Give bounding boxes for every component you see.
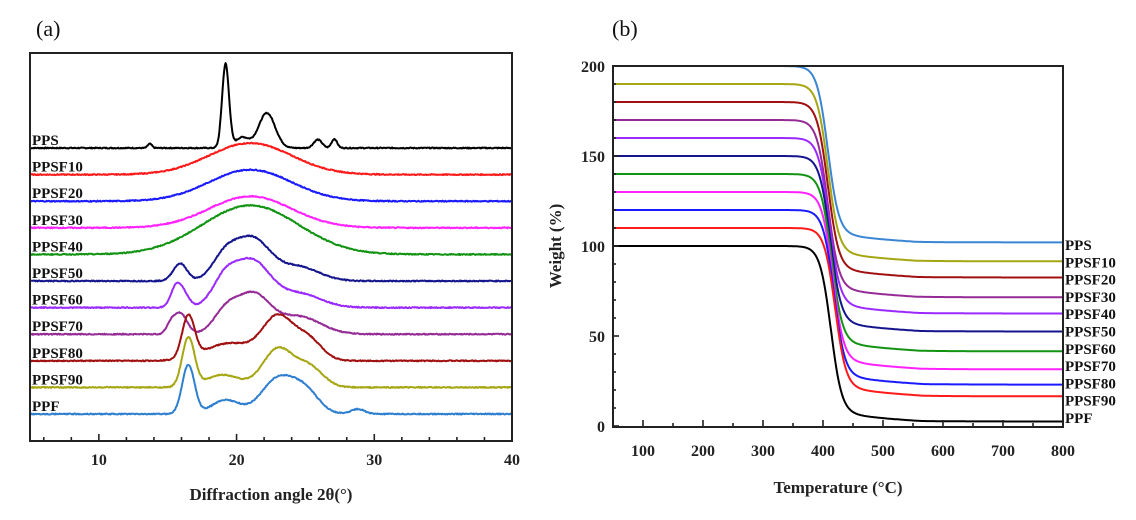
tga-label-ppsf10: PPSF10 <box>1065 255 1116 271</box>
xrd-curve-ppf <box>29 363 513 416</box>
tga-label-ppsf90: PPSF90 <box>1065 394 1116 410</box>
xrd-label-ppsf60: PPSF60 <box>32 293 83 309</box>
tga-y-axis-title: Weight (%) <box>546 204 565 289</box>
tga-curve-ppsf70 <box>613 191 1063 371</box>
tga-panel: (b) 100 200 300 400 500 600 700 800 0 50 100 150 200… <box>546 16 1116 497</box>
tga-x-tick-label: 500 <box>871 443 895 460</box>
tga-x-tick-label: 800 <box>1051 443 1075 460</box>
xrd-label-ppsf10: PPSF10 <box>32 160 83 176</box>
tga-y-tick-label: 50 <box>589 329 605 346</box>
tga-label-ppsf50: PPSF50 <box>1065 325 1116 341</box>
xrd-curve-ppsf90 <box>29 336 513 389</box>
tga-y-tick-label: 150 <box>581 149 605 166</box>
tga-label-pps: PPS <box>1065 238 1092 254</box>
xrd-label-ppsf70: PPSF70 <box>32 319 83 335</box>
tga-x-tick-label: 100 <box>631 443 655 460</box>
xrd-curve-ppsf10 <box>29 141 513 177</box>
xrd-curve-ppsf20 <box>29 168 513 203</box>
xrd-curves <box>29 62 513 416</box>
tga-ticks: 100 200 300 400 500 600 700 800 0 50 100 150 200 <box>581 59 1075 460</box>
tga-y-tick-label: 200 <box>581 59 605 76</box>
tga-y-tick-label: 100 <box>581 239 605 256</box>
tga-label-ppsf40: PPSF40 <box>1065 307 1116 323</box>
panel-a-label: (a) <box>36 16 60 41</box>
xrd-curve-ppsf80 <box>29 313 513 363</box>
tga-label-ppsf70: PPSF70 <box>1065 359 1116 375</box>
xrd-x-tick-label: 40 <box>504 452 520 469</box>
tga-curve-ppsf10 <box>613 83 1063 263</box>
xrd-x-tick-label: 30 <box>366 452 382 469</box>
xrd-label-ppf: PPF <box>32 399 60 415</box>
tga-curve-ppsf40 <box>613 137 1063 315</box>
xrd-panel: (a) PPSPPSF10PPSF20PPSF30PPSF40PPSF50PPS… <box>29 16 520 504</box>
tga-x-tick-label: 600 <box>931 443 955 460</box>
xrd-x-ticks: 10 20 30 40 <box>42 434 520 469</box>
tga-label-ppsf60: PPSF60 <box>1065 342 1116 358</box>
tga-curve-ppsf90 <box>613 227 1063 398</box>
tga-x-tick-label: 200 <box>691 443 715 460</box>
xrd-plot-frame <box>29 52 513 442</box>
xrd-curve-ppsf30 <box>29 194 513 230</box>
panel-b-label: (b) <box>612 16 638 41</box>
xrd-x-tick-label: 20 <box>229 452 245 469</box>
tga-x-axis-title: Temperature (°C) <box>773 478 902 497</box>
tga-x-tick-label: 400 <box>811 443 835 460</box>
xrd-label-pps: PPS <box>32 133 59 149</box>
xrd-label-ppsf40: PPSF40 <box>32 239 83 255</box>
tga-x-tick-label: 300 <box>751 443 775 460</box>
tga-curve-ppsf20 <box>613 101 1063 279</box>
xrd-label-ppsf20: PPSF20 <box>32 186 83 202</box>
tga-curve-ppsf50 <box>613 155 1063 333</box>
xrd-curve-ppsf50 <box>29 234 513 283</box>
tga-curve-ppf <box>613 245 1063 423</box>
tga-curve-ppsf30 <box>613 119 1063 299</box>
xrd-x-tick-label: 10 <box>91 452 107 469</box>
xrd-label-ppsf90: PPSF90 <box>32 372 83 388</box>
tga-label-ppsf80: PPSF80 <box>1065 376 1116 392</box>
xrd-curve-ppsf70 <box>29 290 513 336</box>
xrd-curve-ppsf60 <box>29 256 513 310</box>
xrd-label-ppsf50: PPSF50 <box>32 266 83 282</box>
tga-label-ppf: PPF <box>1065 411 1093 427</box>
tga-label-ppsf30: PPSF30 <box>1065 290 1116 306</box>
xrd-label-ppsf30: PPSF30 <box>32 213 83 229</box>
tga-y-tick-label: 0 <box>597 419 605 436</box>
xrd-label-ppsf80: PPSF80 <box>32 346 83 362</box>
tga-series-labels: PPSPPSF10PPSF20PPSF30PPSF40PPSF50PPSF60P… <box>1065 238 1116 427</box>
tga-x-tick-label: 700 <box>991 443 1015 460</box>
tga-curve-ppsf60 <box>613 173 1063 353</box>
xrd-series-labels: PPS PPSF10 PPSF20 PPSF30 PPSF40 PPSF50 PPSF60 P… <box>32 133 83 415</box>
xrd-curve-pps <box>29 62 513 150</box>
tga-curves <box>613 65 1063 423</box>
tga-label-ppsf20: PPSF20 <box>1065 273 1116 289</box>
xrd-curve-ppsf40 <box>29 203 513 256</box>
xrd-x-axis-title: Diffraction angle 2θ(°) <box>190 485 353 504</box>
tga-curve-pps <box>613 65 1063 244</box>
